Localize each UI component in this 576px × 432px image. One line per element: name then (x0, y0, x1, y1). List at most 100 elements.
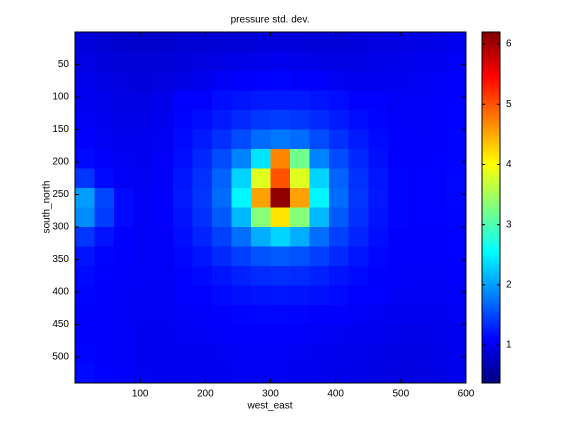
colorbar-tick-label: 6 (506, 39, 512, 50)
heatmap-cell (250, 266, 271, 286)
heatmap-cell (250, 246, 271, 267)
heatmap-cell (192, 305, 213, 325)
heatmap-cell (368, 32, 389, 52)
heatmap-cell (329, 149, 350, 169)
heatmap-cell (290, 149, 311, 169)
heatmap-cell (192, 71, 213, 91)
heatmap-cell (192, 51, 213, 72)
chart-title: pressure std. dev. (231, 15, 310, 26)
heatmap-cell (153, 71, 174, 91)
heatmap-cell (426, 168, 447, 189)
heatmap-cell (94, 129, 115, 150)
heatmap-cell (75, 71, 96, 91)
heatmap-cell (309, 324, 330, 345)
heatmap-cell (133, 207, 154, 228)
heatmap-cell (231, 344, 252, 364)
heatmap-cell (407, 266, 428, 286)
heatmap-cell (407, 149, 428, 169)
heatmap-cell (290, 363, 311, 384)
heatmap-cell (172, 110, 193, 130)
heatmap-cell (407, 227, 428, 247)
heatmap-cell (114, 344, 135, 364)
heatmap-cell (153, 324, 174, 345)
heatmap-cell (446, 285, 467, 306)
heatmap-cell (426, 129, 447, 150)
heatmap-cell (426, 285, 447, 306)
heatmap-cell (270, 363, 291, 384)
heatmap-cell (270, 188, 291, 208)
heatmap-cell (309, 32, 330, 52)
heatmap-cell (329, 110, 350, 130)
y-tick-label: 150 (52, 124, 69, 135)
heatmap-cell (250, 285, 271, 306)
heatmap-cell (192, 168, 213, 189)
heatmap-cell (250, 344, 271, 364)
heatmap-cell (231, 129, 252, 150)
heatmap-cell (329, 246, 350, 267)
heatmap-cell (290, 110, 311, 130)
heatmap-cell (211, 285, 232, 306)
heatmap-cell (153, 110, 174, 130)
heatmap-cell (231, 90, 252, 111)
heatmap-cell (368, 227, 389, 247)
heatmap-cell (192, 266, 213, 286)
heatmap-cell (329, 168, 350, 189)
heatmap-cell (153, 266, 174, 286)
heatmap-cell (348, 110, 369, 130)
heatmap-cell (368, 285, 389, 306)
heatmap-cell (426, 246, 447, 267)
heatmap-cell (309, 168, 330, 189)
heatmap-cell (387, 266, 408, 286)
heatmap-cell (114, 129, 135, 150)
heatmap-cell (94, 363, 115, 384)
x-tick-label: 100 (132, 389, 149, 400)
heatmap-cell (426, 305, 447, 325)
heatmap-cell (387, 344, 408, 364)
heatmap-cell (407, 285, 428, 306)
heatmap-cell (172, 149, 193, 169)
heatmap-cell (368, 324, 389, 345)
heatmap-cell (211, 305, 232, 325)
heatmap-cell (407, 51, 428, 72)
heatmap-cell (270, 305, 291, 325)
heatmap-cell (172, 227, 193, 247)
heatmap-cell (446, 266, 467, 286)
heatmap-cell (250, 227, 271, 247)
heatmap-cell (426, 110, 447, 130)
heatmap-cell (348, 149, 369, 169)
heatmap-cell (211, 227, 232, 247)
heatmap-cell (133, 32, 154, 52)
heatmap-cell (290, 227, 311, 247)
y-tick-label: 200 (52, 157, 69, 168)
heatmap-cell (172, 305, 193, 325)
heatmap-cell (192, 207, 213, 228)
x-tick-label: 400 (327, 389, 344, 400)
heatmap-cell (270, 246, 291, 267)
y-tick-label: 500 (52, 352, 69, 363)
heatmap-cell (75, 90, 96, 111)
heatmap-cell (75, 51, 96, 72)
heatmap-cell (231, 324, 252, 345)
heatmap-cell (133, 246, 154, 267)
heatmap-cell (329, 266, 350, 286)
heatmap-cell (290, 51, 311, 72)
heatmap-cell (270, 344, 291, 364)
heatmap-cell (387, 168, 408, 189)
heatmap-cell (75, 149, 96, 169)
heatmap-cell (290, 207, 311, 228)
heatmap-cell (446, 129, 467, 150)
heatmap-cell (407, 246, 428, 267)
heatmap-cell (368, 246, 389, 267)
heatmap-cell (270, 207, 291, 228)
heatmap-cell (309, 188, 330, 208)
heatmap-cell (290, 305, 311, 325)
heatmap-cell (309, 363, 330, 384)
heatmap-cell (231, 305, 252, 325)
heatmap-cell (329, 324, 350, 345)
heatmap-cell (329, 363, 350, 384)
heatmap-cell (153, 32, 174, 52)
heatmap-cell (426, 32, 447, 52)
heatmap-cell (231, 285, 252, 306)
heatmap-cell (153, 363, 174, 384)
heatmap-cell (192, 90, 213, 111)
